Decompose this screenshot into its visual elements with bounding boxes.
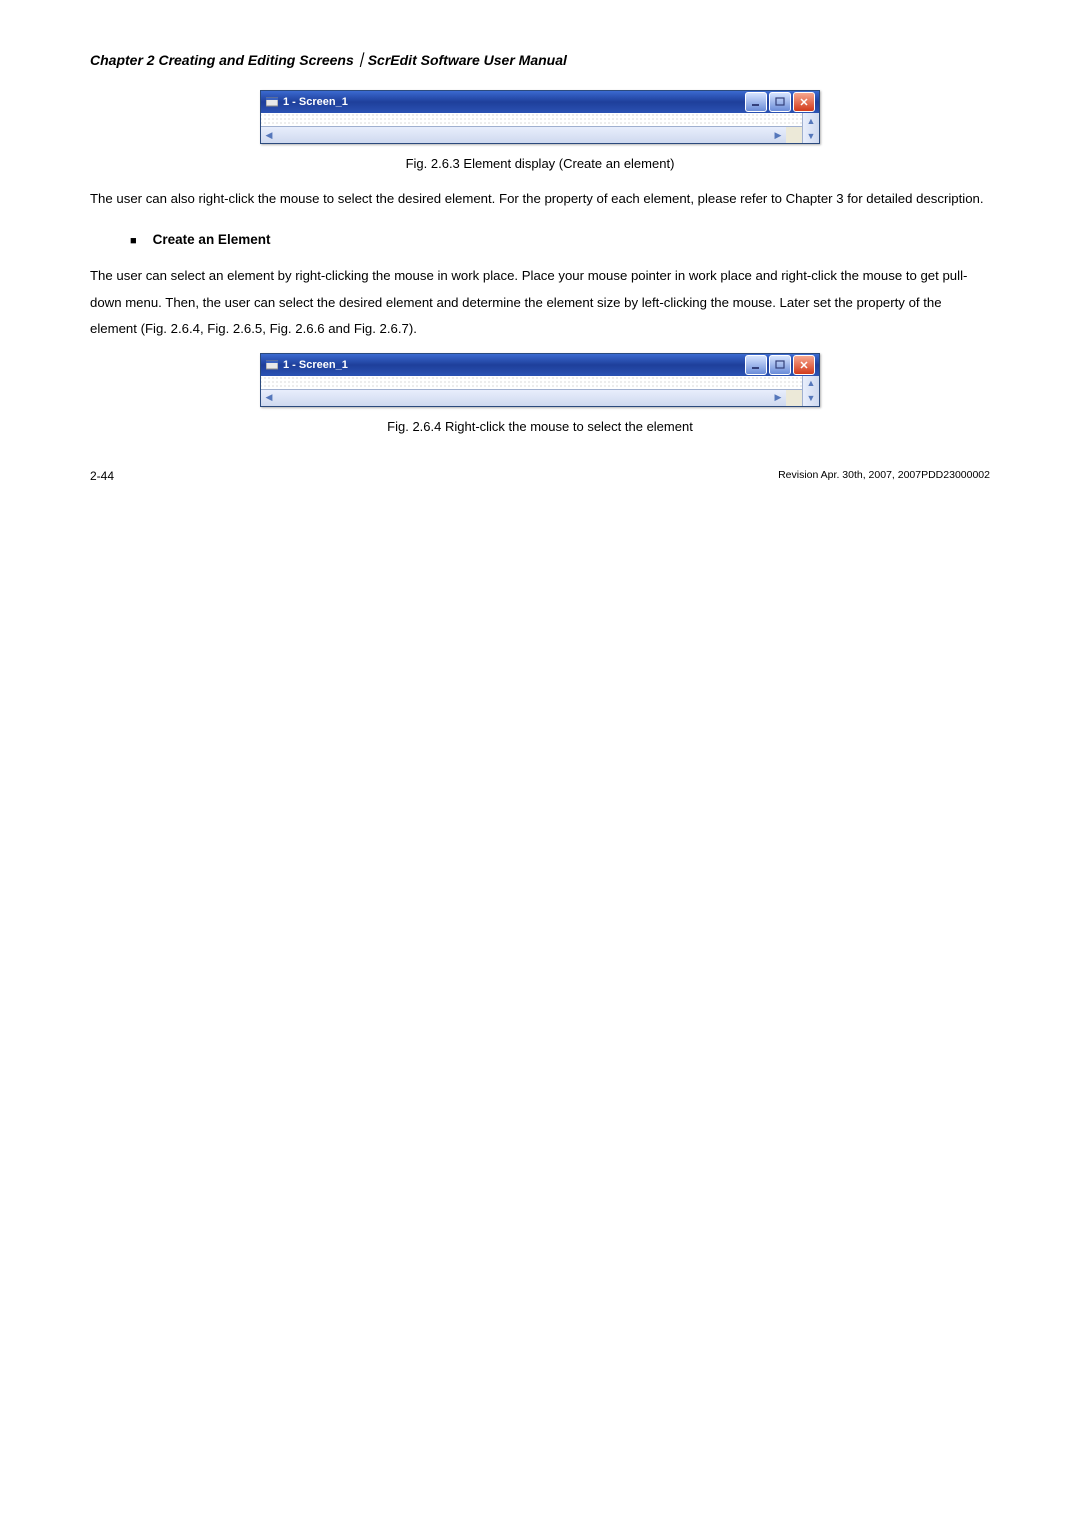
canvas-area[interactable] (261, 113, 802, 126)
page-footer: 2-44 Revision Apr. 30th, 2007, 2007PDD23… (90, 469, 990, 483)
close-button[interactable] (793, 92, 815, 112)
canvas-area[interactable]: Paste Ctrl+V Button◠Meter▶Barrr▶Pipe▶Pie… (261, 376, 802, 389)
vscrollbar[interactable]: ▲ ▼ (802, 113, 819, 143)
paragraph-1: The user can also right-click the mouse … (90, 186, 990, 212)
close-button[interactable] (793, 355, 815, 375)
scroll-down-icon[interactable]: ▼ (803, 128, 819, 143)
section-heading: ■ Create an Element (130, 232, 990, 247)
figure-caption-2: Fig. 2.6.4 Right-click the mouse to sele… (90, 419, 990, 434)
scroll-left-icon[interactable]: ◀ (261, 390, 277, 406)
window-icon (265, 95, 279, 109)
section-title-text: Create an Element (153, 232, 271, 247)
minimize-button[interactable] (745, 92, 767, 112)
scroll-down-icon[interactable]: ▼ (803, 391, 819, 406)
scroll-up-icon[interactable]: ▲ (803, 113, 819, 128)
scroll-right-icon[interactable]: ▶ (770, 390, 786, 406)
paragraph-2: The user can select an element by right-… (90, 263, 990, 342)
hscrollbar[interactable]: ◀ ▶ (261, 389, 802, 406)
screen-window-2: 1 - Screen_1 Paste Ctrl+V Button◠Meter▶B… (260, 353, 820, 407)
window-title: 1 - Screen_1 (283, 359, 745, 371)
vscrollbar[interactable]: ▲ ▼ (802, 376, 819, 406)
scroll-up-icon[interactable]: ▲ (803, 376, 819, 391)
chapter-heading: Chapter 2 Creating and Editing Screens｜S… (90, 50, 990, 70)
minimize-button[interactable] (745, 355, 767, 375)
screen-window-1: 1 - Screen_1 ◀ ▶ (260, 90, 820, 144)
hscroll-track[interactable] (277, 390, 770, 406)
scroll-corner (786, 390, 802, 406)
titlebar: 1 - Screen_1 (261, 354, 819, 376)
bullet-square-icon: ■ (130, 235, 137, 247)
scroll-corner (786, 127, 802, 143)
window-title: 1 - Screen_1 (283, 96, 745, 108)
titlebar: 1 - Screen_1 (261, 91, 819, 113)
hscrollbar[interactable]: ◀ ▶ (261, 126, 802, 143)
window-icon (265, 358, 279, 372)
revision-info: Revision Apr. 30th, 2007, 2007PDD2300000… (778, 469, 990, 483)
hscroll-track[interactable] (277, 127, 770, 143)
scroll-right-icon[interactable]: ▶ (770, 127, 786, 143)
figure-caption-1: Fig. 2.6.3 Element display (Create an el… (90, 156, 990, 171)
maximize-button[interactable] (769, 92, 791, 112)
maximize-button[interactable] (769, 355, 791, 375)
page-number: 2-44 (90, 469, 114, 483)
scroll-left-icon[interactable]: ◀ (261, 127, 277, 143)
